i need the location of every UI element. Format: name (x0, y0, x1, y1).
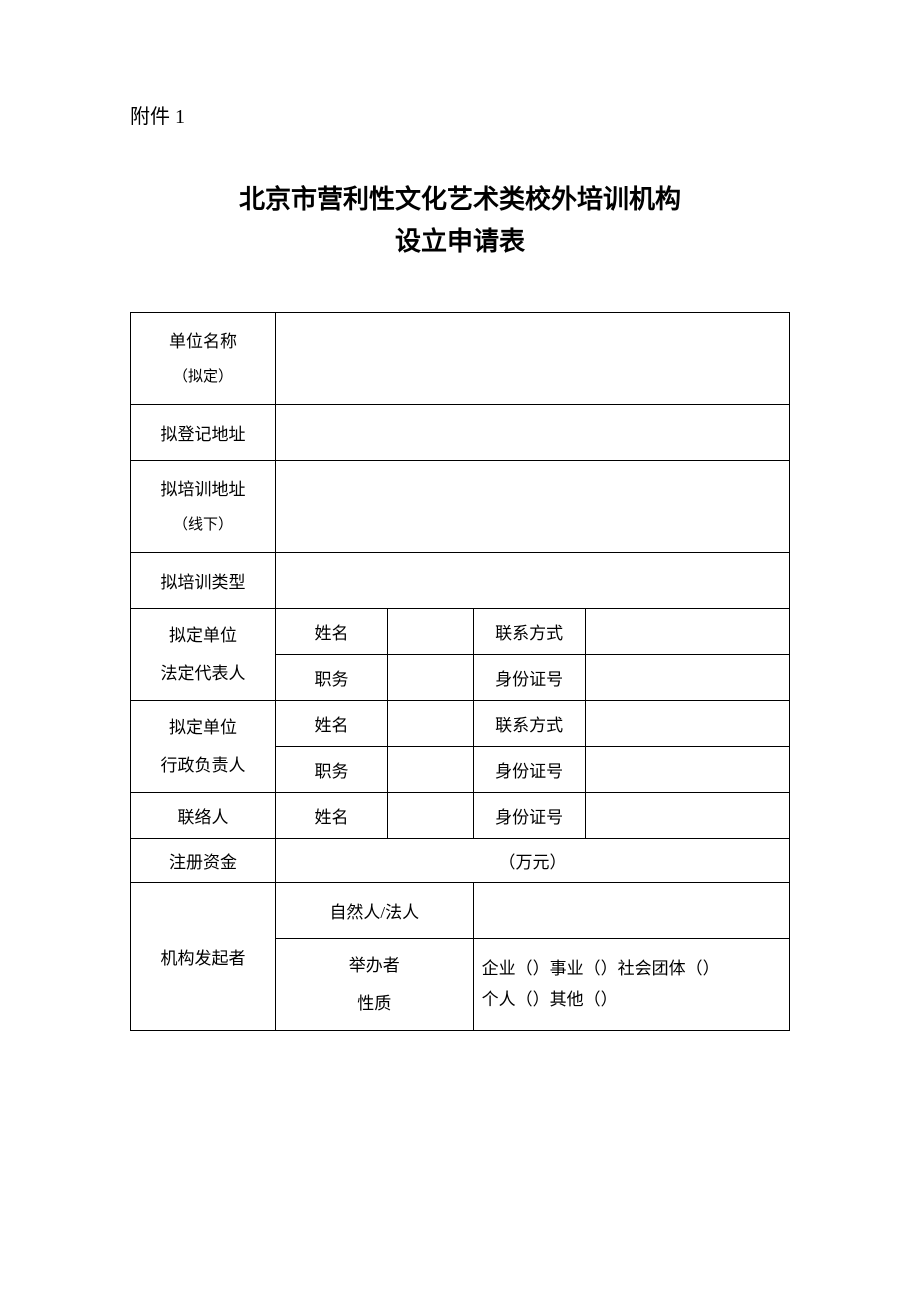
value-admin-id[interactable] (585, 747, 789, 793)
table-row: 注册资金 （万元） (131, 839, 790, 883)
label-admin-head: 拟定单位 行政负责人 (131, 701, 276, 793)
label-unit-name: 单位名称 （拟定） (131, 313, 276, 405)
label-id-number: 身份证号 (473, 793, 585, 839)
label-text: 行政负责人 (131, 747, 275, 784)
value-admin-position[interactable] (387, 747, 473, 793)
title-container: 北京市营利性文化艺术类校外培训机构 设立申请表 (130, 179, 790, 262)
value-reg-address[interactable] (275, 405, 789, 461)
table-row: 联络人 姓名 身份证号 (131, 793, 790, 839)
label-id-number: 身份证号 (473, 655, 585, 701)
label-contact-person: 联络人 (131, 793, 276, 839)
value-contact-id[interactable] (585, 793, 789, 839)
table-row: 拟登记地址 (131, 405, 790, 461)
options-line: 企业（）事业（）社会团体（） (482, 954, 789, 985)
value-legal-name[interactable] (387, 609, 473, 655)
label-organizer-nature: 举办者 性质 (275, 939, 473, 1031)
value-natural-legal[interactable] (473, 883, 789, 939)
label-id-number: 身份证号 (473, 747, 585, 793)
label-contact-method: 联系方式 (473, 609, 585, 655)
label-text: 拟定单位 (131, 617, 275, 654)
label-sponsor: 机构发起者 (131, 883, 276, 1031)
label-name: 姓名 (275, 793, 387, 839)
label-position: 职务 (275, 747, 387, 793)
table-row: 机构发起者 自然人/法人 (131, 883, 790, 939)
value-train-type[interactable] (275, 553, 789, 609)
value-admin-contact[interactable] (585, 701, 789, 747)
title-line1: 北京市营利性文化艺术类校外培训机构 (130, 179, 790, 221)
table-row: 拟定单位 法定代表人 姓名 联系方式 (131, 609, 790, 655)
label-name: 姓名 (275, 609, 387, 655)
label-text: 单位名称 (131, 323, 275, 360)
label-natural-legal: 自然人/法人 (275, 883, 473, 939)
value-organizer-options[interactable]: 企业（）事业（）社会团体（） 个人（）其他（） (473, 939, 789, 1031)
label-text: 举办者 (276, 947, 473, 984)
table-row: 单位名称 （拟定） (131, 313, 790, 405)
value-contact-name[interactable] (387, 793, 473, 839)
title-line2: 设立申请表 (130, 221, 790, 263)
value-legal-id[interactable] (585, 655, 789, 701)
value-legal-contact[interactable] (585, 609, 789, 655)
value-unit-name[interactable] (275, 313, 789, 405)
label-text: 性质 (276, 985, 473, 1022)
table-row: 拟培训类型 (131, 553, 790, 609)
label-text: 拟定单位 (131, 709, 275, 746)
label-legal-rep: 拟定单位 法定代表人 (131, 609, 276, 701)
label-train-type: 拟培训类型 (131, 553, 276, 609)
label-name: 姓名 (275, 701, 387, 747)
label-text: 拟培训地址 (131, 471, 275, 508)
label-text: 法定代表人 (131, 655, 275, 692)
label-subtext: （线下） (131, 509, 275, 542)
label-reg-address: 拟登记地址 (131, 405, 276, 461)
label-subtext: （拟定） (131, 361, 275, 394)
value-reg-capital[interactable]: （万元） (275, 839, 789, 883)
value-legal-position[interactable] (387, 655, 473, 701)
label-contact-method: 联系方式 (473, 701, 585, 747)
application-form-table: 单位名称 （拟定） 拟登记地址 拟培训地址 （线下） 拟培训类型 拟定单位 法定… (130, 312, 790, 1031)
label-position: 职务 (275, 655, 387, 701)
value-train-address[interactable] (275, 461, 789, 553)
options-line: 个人（）其他（） (482, 985, 789, 1016)
table-row: 拟定单位 行政负责人 姓名 联系方式 (131, 701, 790, 747)
label-train-address: 拟培训地址 （线下） (131, 461, 276, 553)
label-reg-capital: 注册资金 (131, 839, 276, 883)
value-admin-name[interactable] (387, 701, 473, 747)
attachment-label: 附件 1 (130, 100, 790, 129)
table-row: 拟培训地址 （线下） (131, 461, 790, 553)
